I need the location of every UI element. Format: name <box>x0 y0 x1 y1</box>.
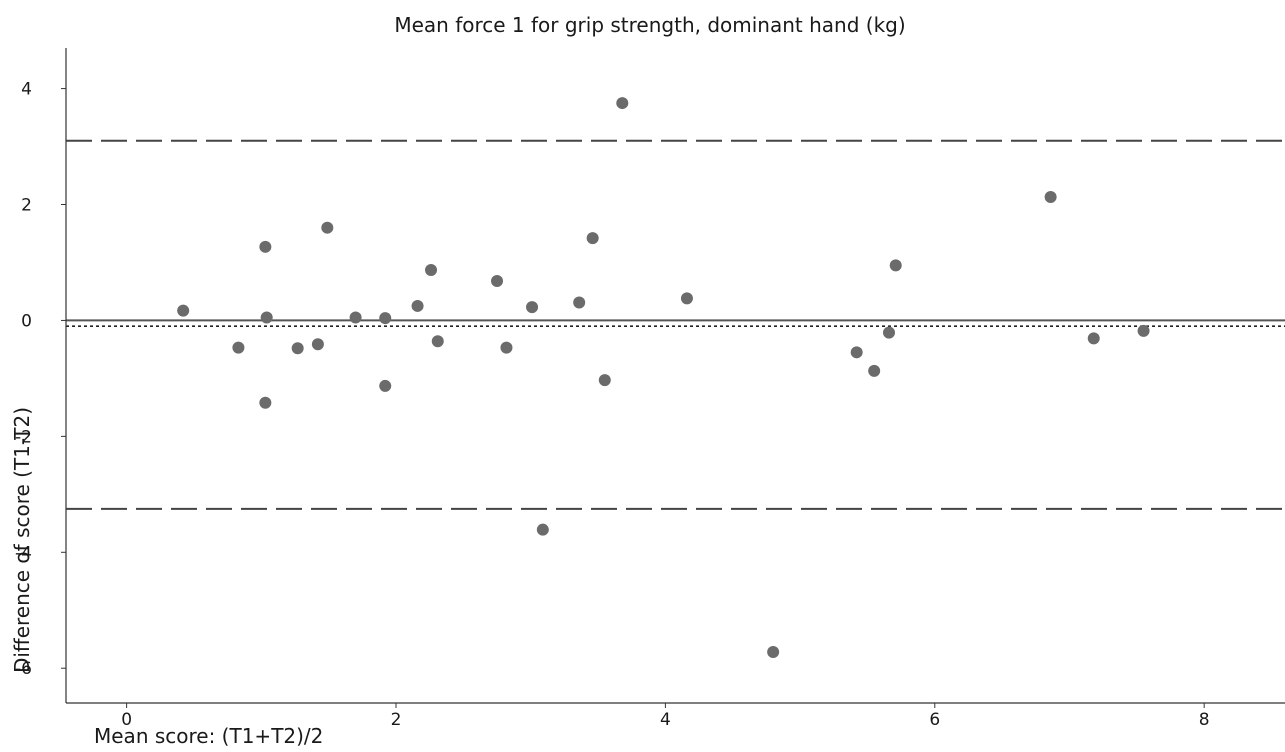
data-point <box>868 364 881 377</box>
y-tick-label: -2 <box>15 427 32 447</box>
reference-lines <box>66 139 1285 510</box>
data-point <box>232 341 245 354</box>
data-point <box>260 311 273 324</box>
x-tick-label: 4 <box>660 710 671 730</box>
x-tick-label: 2 <box>391 710 402 730</box>
axes: 4 2 0 -2 -4 -6 0 2 4 6 8 <box>15 48 1285 730</box>
data-point <box>177 304 190 317</box>
data-point <box>411 299 424 312</box>
data-point <box>1087 332 1100 345</box>
data-points <box>177 97 1150 658</box>
data-point <box>425 264 438 277</box>
data-point <box>573 296 586 309</box>
data-point <box>311 338 324 351</box>
x-tick-label: 6 <box>929 710 940 730</box>
y-tick-label: -6 <box>15 659 32 679</box>
data-point <box>850 346 863 359</box>
data-point <box>882 326 895 339</box>
data-point <box>291 342 304 355</box>
data-point <box>259 396 272 409</box>
data-point <box>259 240 272 253</box>
data-point <box>586 232 599 245</box>
data-point <box>321 221 334 234</box>
data-point <box>616 97 629 110</box>
data-point <box>431 335 444 348</box>
data-point <box>349 311 362 324</box>
data-point <box>536 523 549 536</box>
chart-title: Mean force 1 for grip strength, dominant… <box>394 13 905 37</box>
data-point <box>767 645 780 658</box>
y-tick-label: -4 <box>15 543 32 563</box>
y-tick-label: 4 <box>21 80 32 100</box>
data-point <box>680 292 693 305</box>
x-tick-label: 8 <box>1199 710 1210 730</box>
data-point <box>379 312 392 325</box>
y-tick-label: 0 <box>21 311 32 331</box>
y-tick-label: 2 <box>21 196 32 216</box>
data-point <box>889 259 902 272</box>
data-point <box>491 275 504 288</box>
data-point <box>598 374 611 387</box>
x-axis-label: Mean score: (T1+T2)/2 <box>94 724 323 748</box>
y-axis-label: Difference of score (T1-T2) <box>10 407 34 673</box>
x-tick-label: 0 <box>121 710 132 730</box>
data-point <box>1044 190 1057 203</box>
data-point <box>526 301 539 314</box>
data-point <box>500 341 513 354</box>
data-point <box>1137 324 1150 337</box>
data-point <box>379 379 392 392</box>
